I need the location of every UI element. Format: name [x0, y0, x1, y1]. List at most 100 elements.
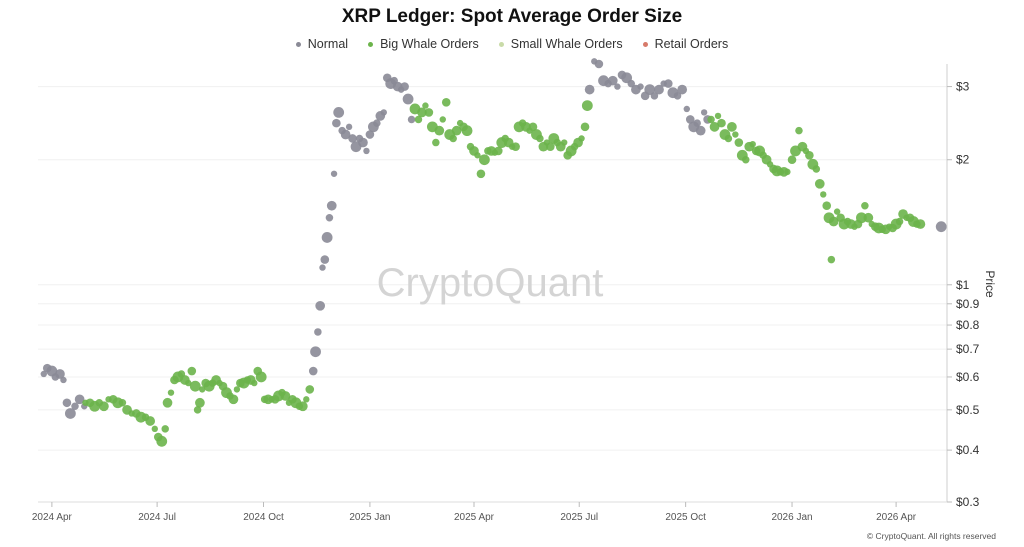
- point-big-whale-orders[interactable]: [812, 165, 821, 173]
- point-normal[interactable]: [71, 402, 79, 411]
- point-big-whale-orders[interactable]: [432, 138, 440, 147]
- point-big-whale-orders[interactable]: [474, 152, 481, 159]
- point-big-whale-orders[interactable]: [414, 115, 423, 124]
- point-big-whale-orders[interactable]: [167, 389, 175, 396]
- point-normal[interactable]: [60, 376, 67, 384]
- point-big-whale-orders[interactable]: [303, 396, 310, 403]
- point-normal[interactable]: [594, 59, 604, 69]
- point-big-whale-orders[interactable]: [795, 126, 803, 135]
- point-big-whale-orders[interactable]: [255, 371, 267, 383]
- point-big-whale-orders[interactable]: [185, 379, 192, 387]
- point-big-whale-orders[interactable]: [151, 425, 159, 433]
- point-big-whale-orders[interactable]: [814, 178, 825, 189]
- point-big-whale-orders[interactable]: [546, 142, 555, 151]
- point-big-whale-orders[interactable]: [187, 366, 197, 376]
- point-big-whale-orders[interactable]: [479, 154, 490, 166]
- point-big-whale-orders[interactable]: [439, 116, 446, 123]
- point-normal[interactable]: [64, 408, 76, 419]
- point-normal[interactable]: [700, 109, 708, 116]
- point-big-whale-orders[interactable]: [915, 219, 926, 229]
- point-big-whale-orders[interactable]: [156, 435, 168, 447]
- point-normal[interactable]: [321, 232, 333, 243]
- point-normal[interactable]: [650, 92, 659, 100]
- point-normal[interactable]: [358, 137, 368, 148]
- point-big-whale-orders[interactable]: [441, 97, 451, 107]
- point-big-whale-orders[interactable]: [895, 217, 904, 226]
- point-big-whale-orders[interactable]: [578, 135, 585, 142]
- point-normal[interactable]: [663, 79, 673, 88]
- point-normal[interactable]: [315, 300, 326, 311]
- point-normal[interactable]: [695, 125, 706, 136]
- point-normal[interactable]: [400, 82, 409, 91]
- point-big-whale-orders[interactable]: [233, 386, 241, 393]
- point-big-whale-orders[interactable]: [724, 134, 733, 143]
- point-big-whale-orders[interactable]: [461, 125, 473, 137]
- point-big-whale-orders[interactable]: [189, 380, 201, 392]
- point-big-whale-orders[interactable]: [787, 155, 797, 165]
- point-big-whale-orders[interactable]: [856, 212, 867, 224]
- point-big-whale-orders[interactable]: [734, 138, 744, 147]
- point-normal[interactable]: [345, 123, 353, 131]
- point-normal[interactable]: [373, 119, 381, 127]
- point-normal[interactable]: [935, 221, 947, 233]
- point-normal[interactable]: [677, 84, 688, 95]
- point-big-whale-orders[interactable]: [424, 108, 434, 117]
- point-normal[interactable]: [319, 264, 326, 271]
- point-big-whale-orders[interactable]: [228, 394, 239, 405]
- point-big-whale-orders[interactable]: [280, 391, 291, 401]
- legend-item-big-whale[interactable]: Big Whale Orders: [368, 37, 479, 51]
- point-big-whale-orders[interactable]: [784, 168, 791, 176]
- point-big-whale-orders[interactable]: [536, 134, 544, 143]
- point-big-whale-orders[interactable]: [145, 416, 156, 426]
- point-normal[interactable]: [325, 214, 334, 222]
- point-normal[interactable]: [62, 398, 72, 408]
- point-big-whale-orders[interactable]: [709, 121, 720, 132]
- point-normal[interactable]: [614, 83, 621, 90]
- point-big-whale-orders[interactable]: [162, 397, 173, 408]
- point-big-whale-orders[interactable]: [161, 425, 169, 433]
- point-big-whale-orders[interactable]: [118, 399, 127, 407]
- point-normal[interactable]: [584, 84, 595, 95]
- point-normal[interactable]: [340, 129, 351, 140]
- point-normal[interactable]: [683, 105, 690, 113]
- point-normal[interactable]: [40, 370, 47, 378]
- point-big-whale-orders[interactable]: [732, 131, 739, 138]
- point-big-whale-orders[interactable]: [297, 401, 308, 412]
- point-big-whale-orders[interactable]: [528, 122, 538, 132]
- point-big-whale-orders[interactable]: [422, 102, 429, 109]
- point-normal[interactable]: [333, 106, 345, 118]
- point-normal[interactable]: [693, 119, 701, 127]
- point-big-whale-orders[interactable]: [820, 191, 827, 198]
- point-big-whale-orders[interactable]: [827, 255, 836, 264]
- point-big-whale-orders[interactable]: [863, 212, 874, 223]
- point-normal[interactable]: [308, 366, 318, 376]
- point-normal[interactable]: [310, 346, 321, 358]
- point-big-whale-orders[interactable]: [434, 125, 445, 136]
- point-big-whale-orders[interactable]: [493, 146, 503, 156]
- point-big-whale-orders[interactable]: [717, 118, 726, 128]
- point-big-whale-orders[interactable]: [581, 100, 593, 111]
- point-big-whale-orders[interactable]: [511, 142, 520, 151]
- point-normal[interactable]: [365, 130, 375, 139]
- point-big-whale-orders[interactable]: [580, 122, 590, 132]
- point-big-whale-orders[interactable]: [451, 125, 462, 136]
- point-normal[interactable]: [55, 369, 65, 379]
- point-normal[interactable]: [348, 134, 357, 143]
- point-normal[interactable]: [74, 394, 85, 405]
- point-big-whale-orders[interactable]: [828, 216, 839, 227]
- point-big-whale-orders[interactable]: [714, 112, 722, 120]
- point-big-whale-orders[interactable]: [861, 201, 869, 210]
- point-big-whale-orders[interactable]: [199, 386, 206, 393]
- point-normal[interactable]: [330, 170, 338, 177]
- point-big-whale-orders[interactable]: [822, 201, 832, 211]
- point-normal[interactable]: [407, 115, 416, 124]
- point-normal[interactable]: [654, 84, 664, 95]
- point-big-whale-orders[interactable]: [476, 169, 486, 179]
- point-big-whale-orders[interactable]: [305, 385, 315, 394]
- point-normal[interactable]: [644, 84, 656, 96]
- point-normal[interactable]: [326, 200, 337, 211]
- point-normal[interactable]: [332, 118, 341, 128]
- point-big-whale-orders[interactable]: [195, 397, 205, 408]
- point-big-whale-orders[interactable]: [561, 139, 568, 146]
- point-normal[interactable]: [402, 93, 414, 105]
